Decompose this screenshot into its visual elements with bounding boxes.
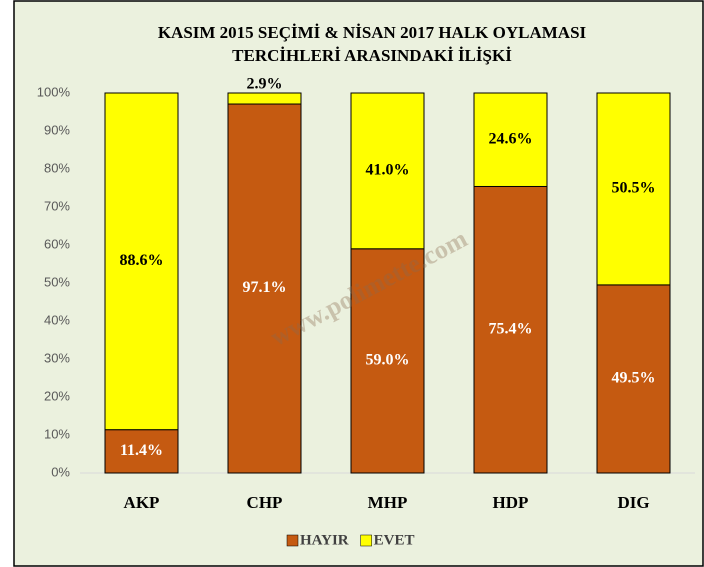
y-tick-label: 30% <box>44 350 70 365</box>
bar-segment <box>227 103 302 474</box>
data-label: 11.4% <box>120 442 163 459</box>
x-tick-label: AKP <box>124 493 160 512</box>
y-tick-label: 60% <box>44 236 70 251</box>
x-tick-label: MHP <box>368 493 408 512</box>
x-tick-label: CHP <box>247 493 283 512</box>
bar-segment <box>104 429 179 474</box>
x-tick-label: HDP <box>493 493 529 512</box>
legend-swatch <box>286 534 299 547</box>
data-label: 59.0% <box>366 352 410 369</box>
y-tick-label: 70% <box>44 198 70 213</box>
bar-segment <box>596 92 671 286</box>
data-label: 97.1% <box>243 279 287 296</box>
bar-segment <box>227 92 302 105</box>
y-tick-label: 80% <box>44 160 70 175</box>
bar-segment <box>473 185 548 474</box>
chart-title: TERCİHLERİ ARASINDAKİ İLİŞKİ <box>232 46 512 65</box>
data-label: 49.5% <box>612 370 656 387</box>
y-tick-label: 90% <box>44 122 70 137</box>
y-tick-label: 10% <box>44 426 70 441</box>
data-label: 75.4% <box>489 320 533 337</box>
y-tick-label: 50% <box>44 274 70 289</box>
bar-segment <box>473 92 548 187</box>
data-label: 50.5% <box>612 180 656 197</box>
bar-segment <box>350 248 425 474</box>
legend-label: HAYIR <box>300 532 349 548</box>
bar-segment <box>104 92 179 431</box>
bar-segment <box>596 284 671 474</box>
legend-label: EVET <box>374 532 415 548</box>
data-label: 2.9% <box>247 76 283 93</box>
x-tick-label: DIG <box>617 493 649 512</box>
data-label: 24.6% <box>489 130 533 147</box>
bar-segment <box>350 92 425 250</box>
legend-swatch <box>360 534 372 547</box>
y-tick-label: 40% <box>44 312 70 327</box>
y-tick-label: 100% <box>37 84 71 99</box>
chart-title: KASIM 2015 SEÇİMİ & NİSAN 2017 HALK OYLA… <box>158 23 587 42</box>
data-label: 88.6% <box>120 252 164 269</box>
y-tick-label: 20% <box>44 388 70 403</box>
data-label: 41.0% <box>366 162 410 179</box>
y-tick-label: 0% <box>51 464 70 479</box>
